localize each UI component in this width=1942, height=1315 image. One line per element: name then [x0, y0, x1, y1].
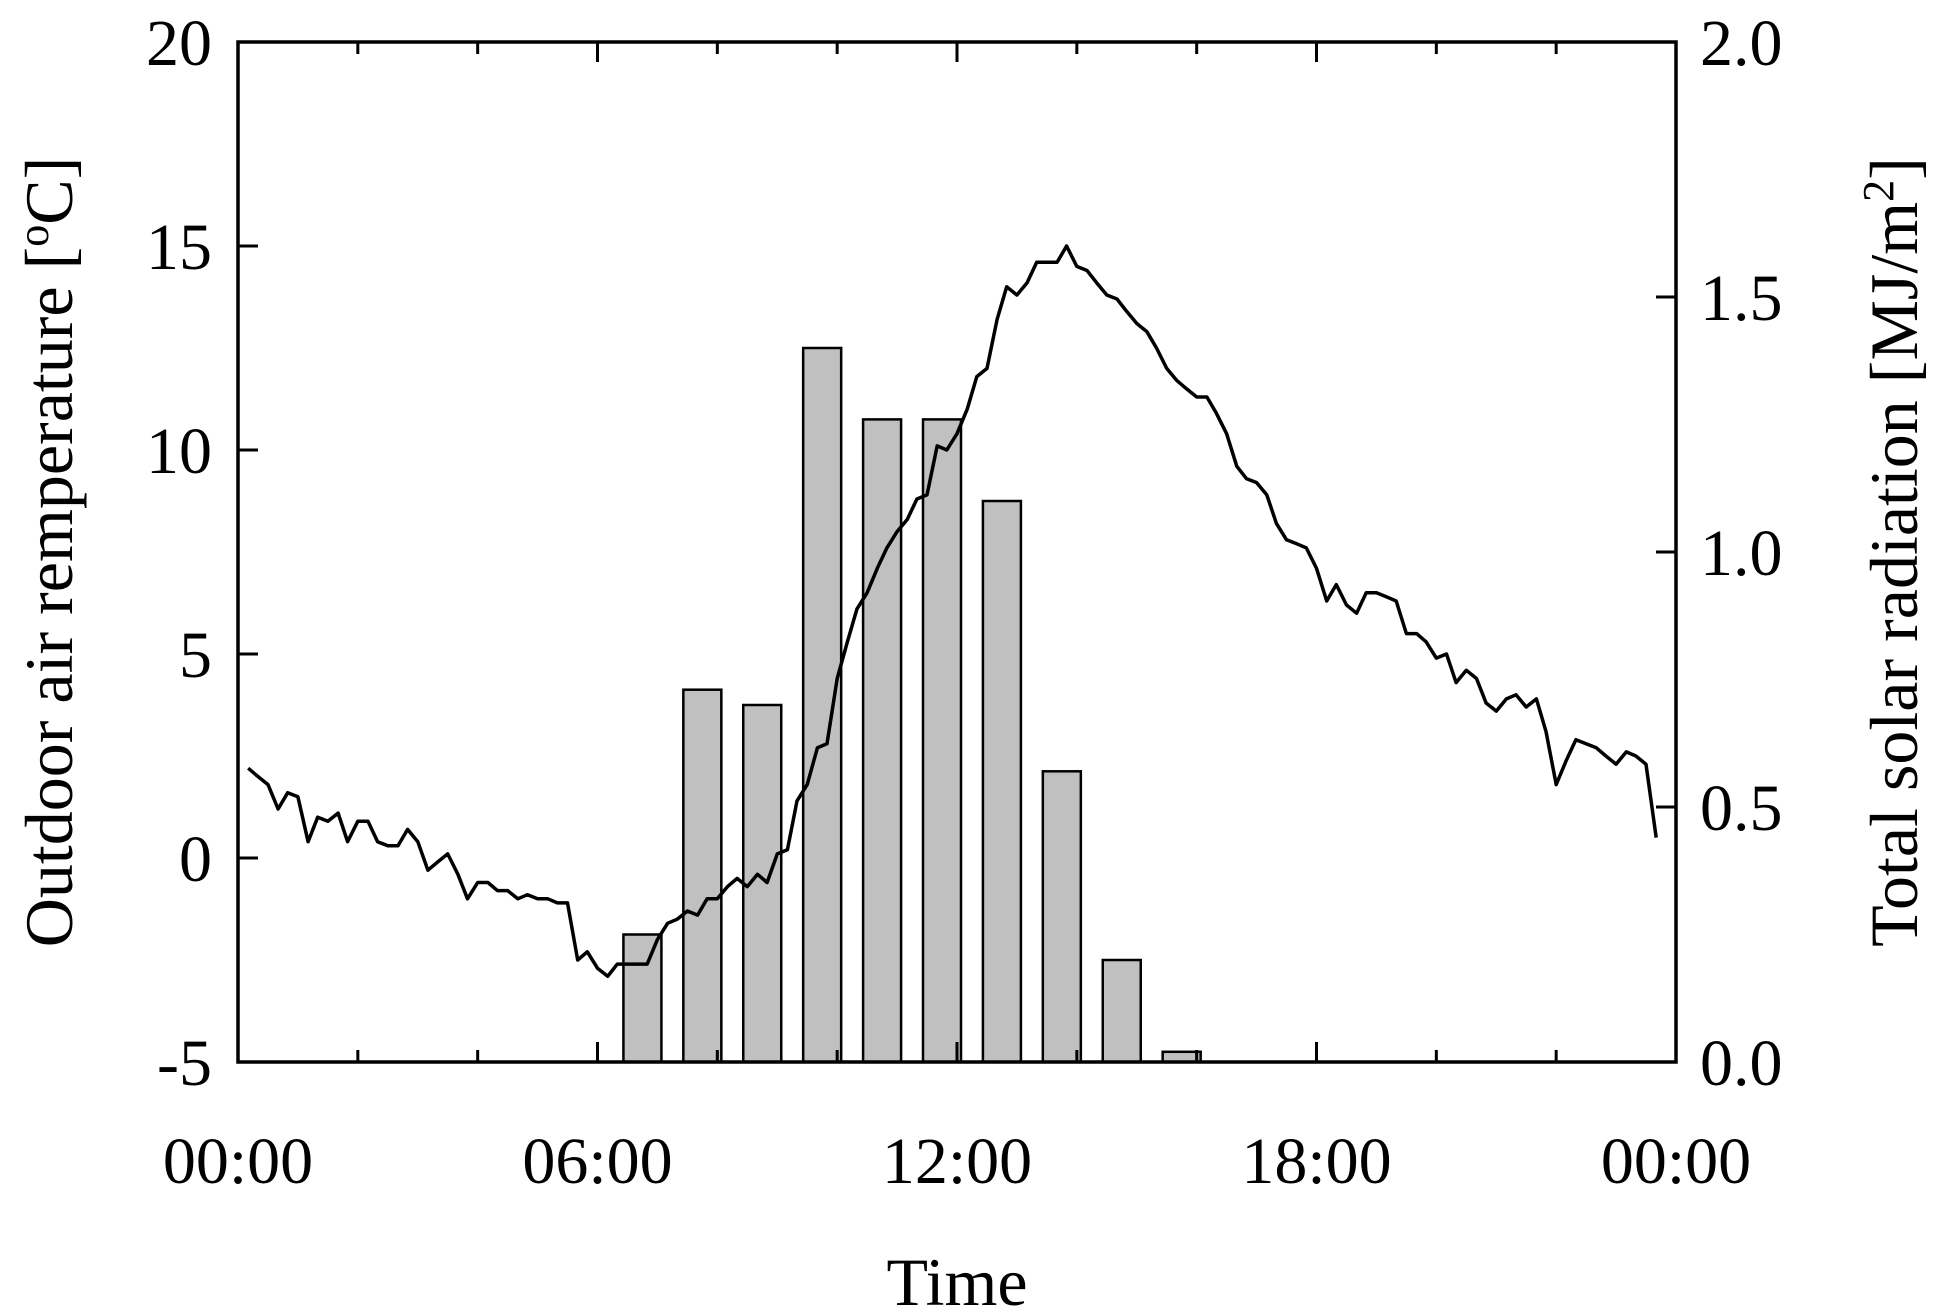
- y-left-axis-title-main: Outdoor air remperature [: [11, 247, 87, 947]
- y-left-tick-label-1: 15: [146, 211, 212, 284]
- y-right-tick-label-0: 2.0: [1700, 7, 1783, 80]
- y-right-axis-title: Total solar radiation [MJ/m2]: [1854, 157, 1932, 947]
- y-right-axis-title-suffix: ]: [1856, 157, 1932, 180]
- y-left-axis-title: Outdoor air remperature [oC]: [9, 157, 87, 947]
- y-right-axis-title-main: Total solar radiation [MJ/m: [1856, 202, 1932, 947]
- y-left-axis-title-unit: C]: [11, 157, 87, 225]
- y-left-tick-label-3: 5: [179, 619, 212, 692]
- radiation-bar-4: [861, 418, 903, 1064]
- y-right-tick-label-1: 1.5: [1700, 262, 1783, 335]
- radiation-bars: [622, 346, 1202, 1064]
- temperature-line: [247, 244, 1658, 979]
- x-tick-label-1: 06:00: [522, 1125, 672, 1198]
- temperature-series: [247, 244, 1658, 979]
- y-left-tick-label-4: 0: [179, 823, 212, 896]
- y-left-tick-label-5: -5: [157, 1027, 212, 1100]
- radiation-bar-3: [801, 346, 843, 1064]
- x-tick-label-4: 00:00: [1601, 1125, 1751, 1198]
- y-right-tick-label-4: 0.0: [1700, 1027, 1783, 1100]
- y-left-tick-label-2: 10: [146, 415, 212, 488]
- y-left-tick-label-0: 20: [146, 7, 212, 80]
- x-tick-label-2: 12:00: [882, 1125, 1032, 1198]
- radiation-bar-8: [1101, 958, 1142, 1064]
- radiation-bar-5: [921, 418, 963, 1064]
- tick-labels: 00:00 06:00 12:00 18:00 00:00 20 15 10 5 0 -5 2.0 1.…: [146, 7, 1783, 1198]
- radiation-bar-6: [981, 499, 1023, 1064]
- y-right-tick-label-2: 1.0: [1700, 517, 1783, 590]
- y-left-axis-title-degree: o: [9, 225, 58, 247]
- x-axis-title: Time: [886, 1244, 1027, 1315]
- x-tick-label-3: 18:00: [1241, 1125, 1391, 1198]
- axis-ticks: [236, 40, 1678, 1064]
- y-right-axis-title-sup: 2: [1854, 180, 1903, 202]
- radiation-bar-0: [622, 933, 663, 1064]
- y-right-tick-label-3: 0.5: [1700, 772, 1783, 845]
- radiation-bar-1: [682, 688, 723, 1064]
- x-tick-label-0: 00:00: [163, 1125, 313, 1198]
- radiation-bar-7: [1041, 770, 1083, 1064]
